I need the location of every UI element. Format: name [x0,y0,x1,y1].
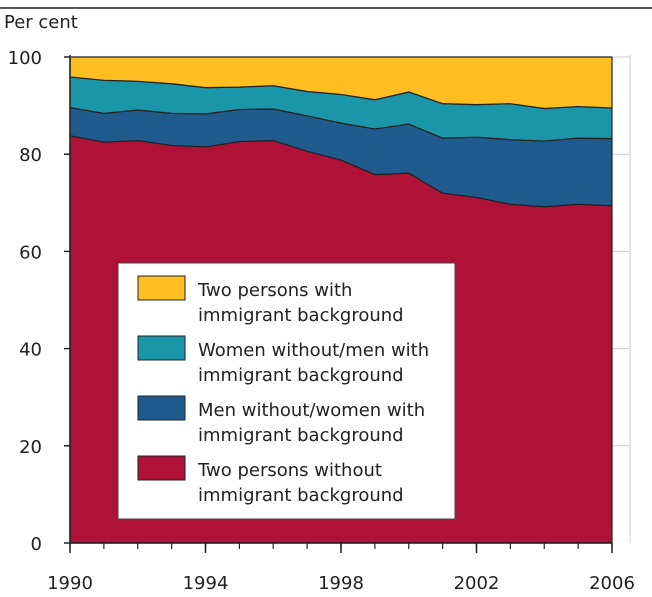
legend-swatch [137,395,186,421]
y-axis: 0 20 40 60 80 100 [8,48,71,555]
x-tick-label: 2006 [589,573,635,594]
legend-swatch [137,455,186,481]
x-tick-label: 1998 [318,573,364,594]
legend-label-line1: Women without/men with [198,340,429,361]
area-series-3 [69,56,613,110]
legend-label-line2: immigrant background [198,485,404,506]
legend-label-line1: Two persons with [197,280,352,301]
x-tick-label: 1990 [47,573,93,594]
y-tick-label: 100 [8,48,42,69]
y-axis-label: Per cent [4,12,78,33]
legend-label-line2: immigrant background [198,425,404,446]
legend-label-line1: Men without/women with [198,400,425,421]
y-tick-label: 80 [19,145,42,166]
legend-label-line2: immigrant background [198,305,404,326]
legend-label-line2: immigrant background [198,365,404,386]
legend-label-line1: Two persons without [197,460,382,481]
y-tick-label: 60 [19,242,42,263]
legend-swatch [137,275,186,301]
y-tick-label: 0 [31,534,42,555]
x-tick-label: 2002 [454,573,500,594]
y-tick-label: 20 [19,437,42,458]
x-tick-label: 1994 [183,573,229,594]
y-tick-label: 40 [19,340,42,361]
legend: Two persons with immigrant background Wome… [117,262,456,520]
x-axis: 1990 1994 1998 2002 2006 [47,542,635,594]
legend-swatch [137,335,186,361]
